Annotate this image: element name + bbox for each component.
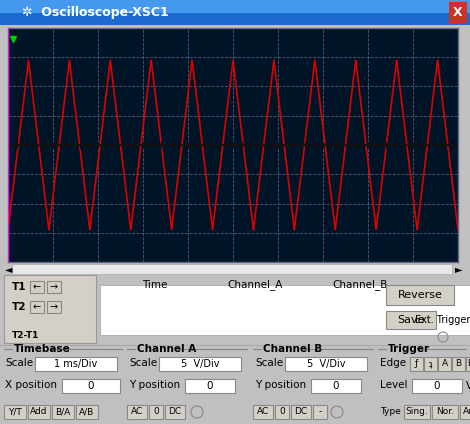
Text: 0: 0 [88,381,94,391]
Text: AC: AC [131,407,143,416]
Text: Edge: Edge [380,358,406,368]
Text: ƒ: ƒ [415,360,418,368]
Text: T2: T2 [12,302,26,312]
Text: DC: DC [294,407,307,416]
Text: Auto: Auto [462,407,470,416]
Text: Ext. Trigger: Ext. Trigger [415,315,470,325]
Text: Time: Time [142,280,168,290]
Bar [424,357,437,371]
Text: 0: 0 [333,381,339,391]
Text: ←: ← [33,282,41,292]
Bar [285,357,367,371]
Text: A: A [441,360,447,368]
Text: Reverse: Reverse [398,290,442,300]
Bar [4,275,96,343]
Text: →: → [50,282,58,292]
Bar [52,405,74,419]
Text: Nor.: Nor. [436,407,454,416]
Text: V: V [466,381,470,391]
Text: Scale: Scale [5,358,33,368]
Text: Scale: Scale [129,358,157,368]
Text: Y/T: Y/T [8,407,22,416]
Text: Save: Save [397,315,425,325]
Text: →: → [50,302,58,312]
Bar [275,405,289,419]
Bar [149,405,163,419]
Text: Type: Type [380,407,401,416]
Text: Level: Level [380,380,407,390]
Text: T2-T1: T2-T1 [12,330,39,340]
Text: X position: X position [5,380,57,390]
Text: 5  V/Div: 5 V/Div [307,359,345,369]
Text: Y position: Y position [255,380,306,390]
Text: Scale: Scale [255,358,283,368]
Text: ►: ► [454,264,462,274]
Bar [47,301,61,313]
Text: X: X [453,6,463,19]
Text: B: B [455,360,462,368]
Bar [100,285,470,335]
Bar [35,357,117,371]
Text: Timebase: Timebase [14,344,71,354]
Text: 1 ms/Div: 1 ms/Div [55,359,98,369]
Text: 0: 0 [207,381,213,391]
Text: Trigger: Trigger [388,344,430,354]
Text: B/A: B/A [55,407,70,416]
Bar [12,264,452,274]
Text: Channel B: Channel B [263,344,322,354]
Bar [313,405,327,419]
Bar [30,301,44,313]
Text: ✲  Oscilloscope-XSC1: ✲ Oscilloscope-XSC1 [22,6,169,19]
Text: A/B: A/B [79,407,94,416]
Text: 5  V/Div: 5 V/Div [181,359,219,369]
Bar [404,405,430,419]
Text: AC: AC [257,407,269,416]
Bar [0,0,470,13]
Bar [127,405,147,419]
Bar [311,379,361,393]
Bar [386,285,454,305]
Text: Channel A: Channel A [137,344,196,354]
Bar [76,405,98,419]
Bar [466,357,470,371]
Text: Ext: Ext [467,360,470,368]
Text: ◄: ◄ [5,264,13,274]
Text: Channel_B: Channel_B [332,279,388,290]
Bar [28,405,50,419]
Bar [449,2,467,23]
Text: 0: 0 [279,407,285,416]
Bar [460,405,470,419]
Text: 0: 0 [153,407,159,416]
Text: -: - [318,407,321,416]
Text: T1: T1 [12,282,26,292]
Bar [185,379,235,393]
Bar [291,405,311,419]
Bar [47,281,61,293]
Text: Channel_A: Channel_A [227,279,282,290]
Text: ←: ← [33,302,41,312]
Text: Y position: Y position [129,380,180,390]
Bar [253,405,273,419]
Bar [412,379,462,393]
Bar [30,281,44,293]
Text: Sing.: Sing. [406,407,428,416]
Bar [452,357,465,371]
Bar [165,405,185,419]
Bar [159,357,241,371]
Bar [438,357,451,371]
Bar [4,405,26,419]
Bar [62,379,120,393]
Text: Add: Add [30,407,48,416]
Bar [386,311,436,329]
Bar [410,357,423,371]
Text: ʇ: ʇ [429,360,432,368]
Text: DC: DC [168,407,181,416]
Bar [432,405,458,419]
Text: 0: 0 [434,381,440,391]
